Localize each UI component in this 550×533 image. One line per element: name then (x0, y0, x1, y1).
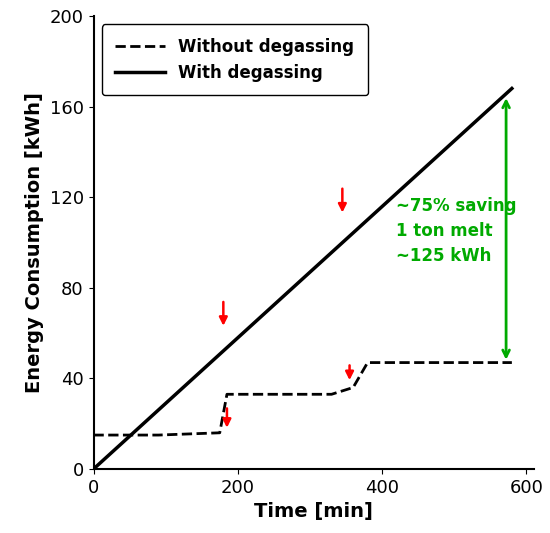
Without degassing (155, 432, 162, 438)
Without degassing (224, 391, 230, 398)
Y-axis label: Energy Consumption [kWh]: Energy Consumption [kWh] (25, 92, 44, 393)
Text: ~75% saving
1 ton melt
~125 kWh: ~75% saving 1 ton melt ~125 kWh (397, 197, 517, 265)
X-axis label: Time [min]: Time [min] (254, 502, 373, 521)
Legend: Without degassing, With degassing: Without degassing, With degassing (102, 25, 368, 95)
Without degassing (328, 391, 335, 398)
Without degassing (364, 359, 371, 366)
Without degassing (90, 432, 97, 438)
Without degassing (217, 430, 223, 436)
Without degassing (350, 384, 356, 391)
Without degassing (509, 359, 515, 366)
Line: Without degassing: Without degassing (94, 362, 512, 435)
